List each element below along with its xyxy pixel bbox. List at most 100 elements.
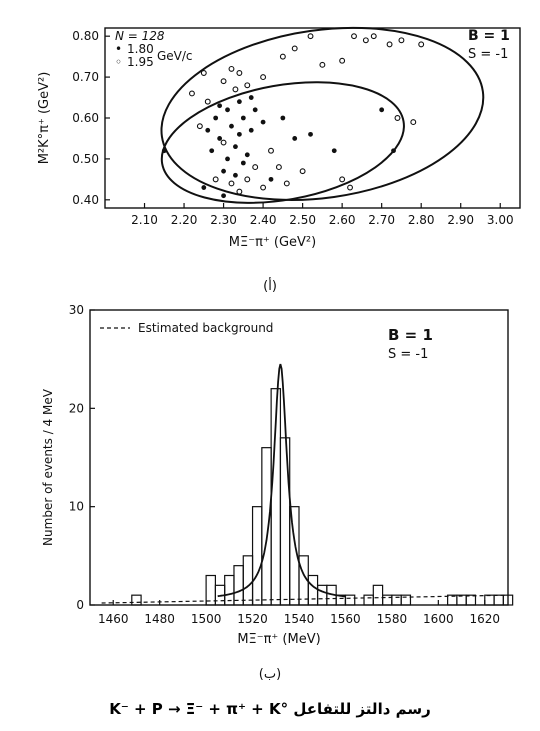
data-point-open xyxy=(398,37,405,44)
histogram-bin xyxy=(242,555,254,606)
data-point-filled xyxy=(240,115,246,121)
data-point-filled xyxy=(217,136,223,141)
x-tick-label: 2.10 xyxy=(131,213,158,227)
histogram-chart: 1460 1480 1500 1520 1540 1560 1580 1600 1620 0 10 2… xyxy=(41,303,514,682)
data-point-open xyxy=(275,164,282,171)
x-tick-label: 1540 xyxy=(284,612,315,626)
data-point-filled xyxy=(225,107,230,113)
baryon-number: B = 1 xyxy=(468,28,510,44)
histogram-bin xyxy=(344,594,356,606)
data-point-filled xyxy=(201,185,207,190)
data-point-open xyxy=(212,176,219,183)
data-point-open xyxy=(319,61,326,68)
x-tick-label: 1520 xyxy=(237,612,268,626)
data-point-open xyxy=(347,184,353,191)
data-point-filled xyxy=(233,144,238,150)
histogram-bin xyxy=(502,594,514,606)
background-line xyxy=(101,594,509,604)
data-point-open xyxy=(299,168,306,175)
data-point-open xyxy=(279,53,286,60)
legend-marker-1: • xyxy=(115,42,122,56)
x-tick-label: 1560 xyxy=(330,612,361,626)
y-tick-label: 0.70 xyxy=(72,70,99,84)
data-point-filled xyxy=(209,148,215,154)
data-point-filled xyxy=(221,168,226,174)
data-point-filled xyxy=(331,148,337,154)
histogram-bin xyxy=(131,594,142,606)
data-point-open xyxy=(244,82,251,89)
data-point-filled xyxy=(391,148,396,154)
histogram-bin xyxy=(493,594,504,606)
data-point-filled xyxy=(233,172,238,178)
data-point-filled xyxy=(236,99,242,105)
data-point-open xyxy=(351,33,357,40)
data-point-filled xyxy=(252,107,258,113)
data-point-open xyxy=(260,184,267,191)
data-point-filled xyxy=(225,156,230,162)
strangeness: S = -1 xyxy=(468,47,508,62)
histogram-bin xyxy=(372,584,384,606)
x-tick-label: 1500 xyxy=(191,612,222,626)
x-tick-label: 3.00 xyxy=(487,213,514,227)
data-point-filled xyxy=(213,115,219,121)
data-point-open xyxy=(228,65,235,72)
y-tick-label: 20 xyxy=(69,401,84,415)
data-point-open xyxy=(260,74,267,81)
data-point-filled xyxy=(308,131,313,137)
data-point-filled xyxy=(205,127,211,133)
data-point-open xyxy=(339,57,346,64)
data-point-filled xyxy=(280,115,286,121)
data-point-open xyxy=(307,33,314,40)
histogram-bin xyxy=(316,584,328,606)
histogram-bin xyxy=(400,594,412,606)
legend-label-2: 1.95 xyxy=(127,55,154,69)
data-point-filled xyxy=(217,103,223,109)
legend-label-1: 1.80 xyxy=(127,42,154,56)
y-tick-label: 0 xyxy=(76,598,84,612)
boundary-ellipse-1 xyxy=(160,26,485,201)
panel-label: (أ) xyxy=(263,277,277,294)
data-point-open xyxy=(228,180,235,187)
data-point-filled xyxy=(240,160,246,166)
y-axis-label: Number of events / 4 MeV xyxy=(41,388,55,546)
data-point-filled xyxy=(221,193,226,199)
data-point-open xyxy=(196,123,203,130)
baryon-number: B = 1 xyxy=(388,326,433,344)
data-point-filled xyxy=(229,123,234,129)
x-axis-label: MΞ⁻π⁺ (GeV²) xyxy=(229,235,316,250)
fit-curve xyxy=(217,363,346,598)
data-point-open xyxy=(204,98,211,105)
panel-label: (ب) xyxy=(259,667,281,682)
data-point-open xyxy=(410,119,417,126)
data-point-open xyxy=(283,180,290,187)
data-point-open xyxy=(339,176,346,183)
x-tick-label: 2.90 xyxy=(447,213,474,227)
legend-background-label: Estimated background xyxy=(138,321,273,335)
y-tick-label: 0.80 xyxy=(72,29,99,43)
data-point-filled xyxy=(244,152,250,158)
histogram-bin xyxy=(382,594,393,606)
y-tick-label: 0.60 xyxy=(72,111,99,125)
data-point-filled xyxy=(260,119,266,125)
x-tick-label: 2.40 xyxy=(250,213,277,227)
data-point-open xyxy=(394,115,401,121)
data-point-filled xyxy=(248,127,254,133)
data-point-open xyxy=(220,139,227,146)
histogram-bin xyxy=(363,594,374,606)
x-tick-label: 1480 xyxy=(144,612,175,626)
data-point-filled xyxy=(161,148,167,154)
x-axis-label: MΞ⁻π⁺ (MeV) xyxy=(237,632,320,647)
data-point-open xyxy=(236,70,243,76)
x-tick-label: 2.20 xyxy=(171,213,198,227)
data-point-open xyxy=(386,41,393,48)
y-tick-label: 10 xyxy=(69,500,84,514)
data-point-filled xyxy=(268,176,274,182)
legend-marker-2: ◦ xyxy=(115,55,122,69)
caption: K⁻ + P → Ξ⁻ + π⁺ + K° رسم دالتز للتفاعل xyxy=(109,700,431,718)
x-tick-label: 2.70 xyxy=(368,213,395,227)
histogram-bin xyxy=(251,506,263,606)
histogram-bin xyxy=(261,447,272,606)
x-tick-label: 2.30 xyxy=(210,213,237,227)
data-point-filled xyxy=(379,107,385,113)
data-point-open xyxy=(418,41,425,48)
